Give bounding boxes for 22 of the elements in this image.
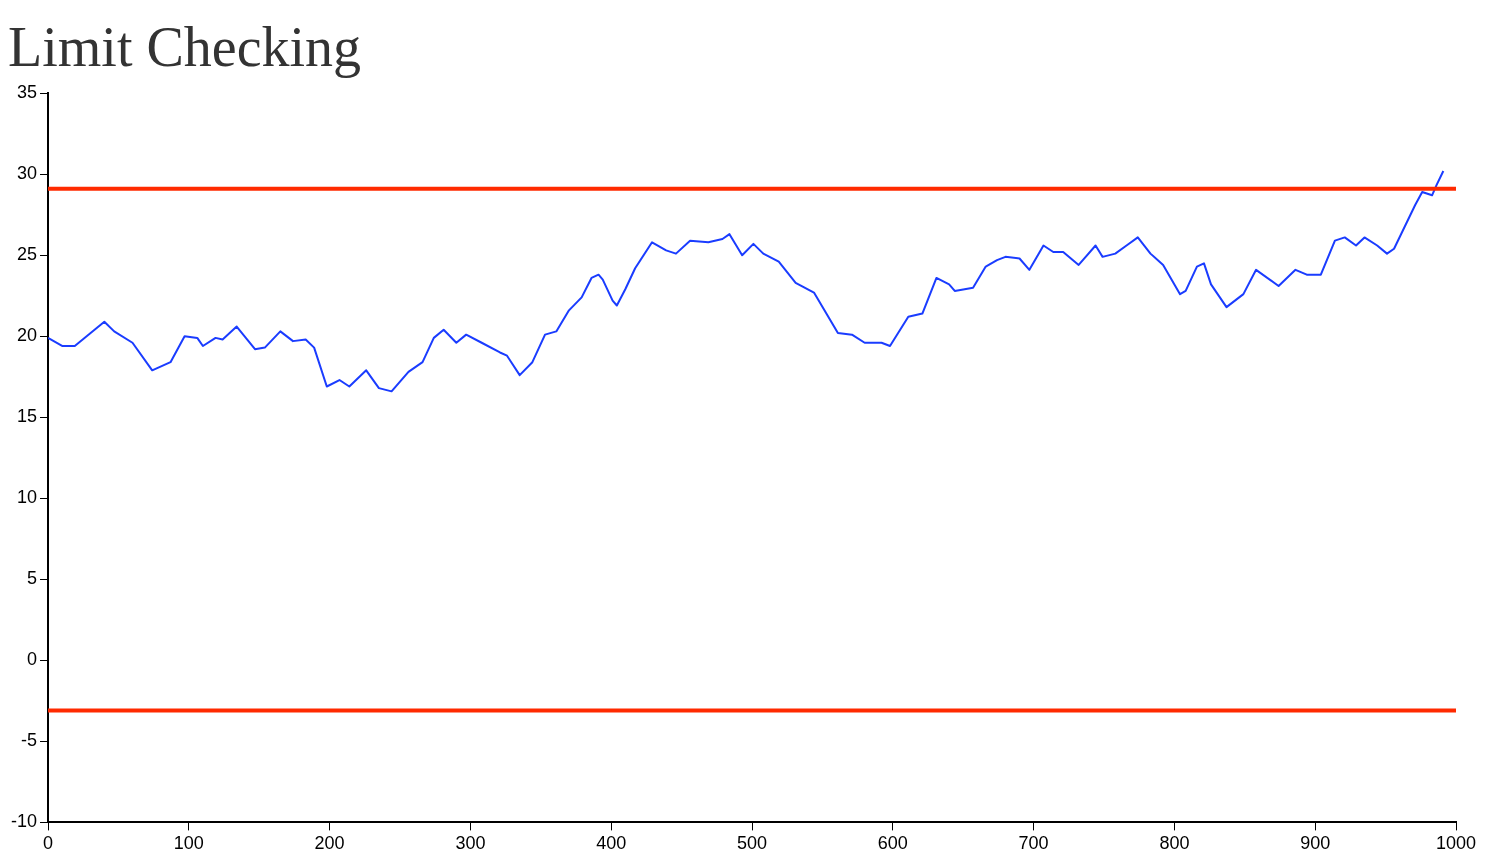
x-tick-label: 700 [1018,833,1049,854]
x-tick-label: 0 [43,833,54,854]
x-tick-label: 600 [877,833,908,854]
y-tick-label: 20 [16,325,38,346]
x-tick-label: 300 [455,833,486,854]
y-tick-label: 5 [27,568,38,589]
x-tick-label: 800 [1159,833,1190,854]
y-tick-label: 30 [16,163,38,184]
y-tick-label: 0 [27,649,38,670]
chart-title: Limit Checking [8,16,362,79]
x-tick-label: 200 [314,833,345,854]
y-tick-label: 25 [16,244,38,265]
x-tick-label: 100 [173,833,204,854]
x-tick-label: 400 [596,833,627,854]
y-tick-label: -5 [21,730,38,751]
y-tick-label: 10 [16,487,38,508]
y-tick-label: -10 [11,811,38,832]
x-tick-label: 900 [1300,833,1331,854]
x-tick-label: 500 [736,833,768,854]
y-tick-label: 15 [16,406,38,427]
y-tick-label: 35 [16,82,38,103]
x-tick-label: 1000 [1435,833,1477,854]
